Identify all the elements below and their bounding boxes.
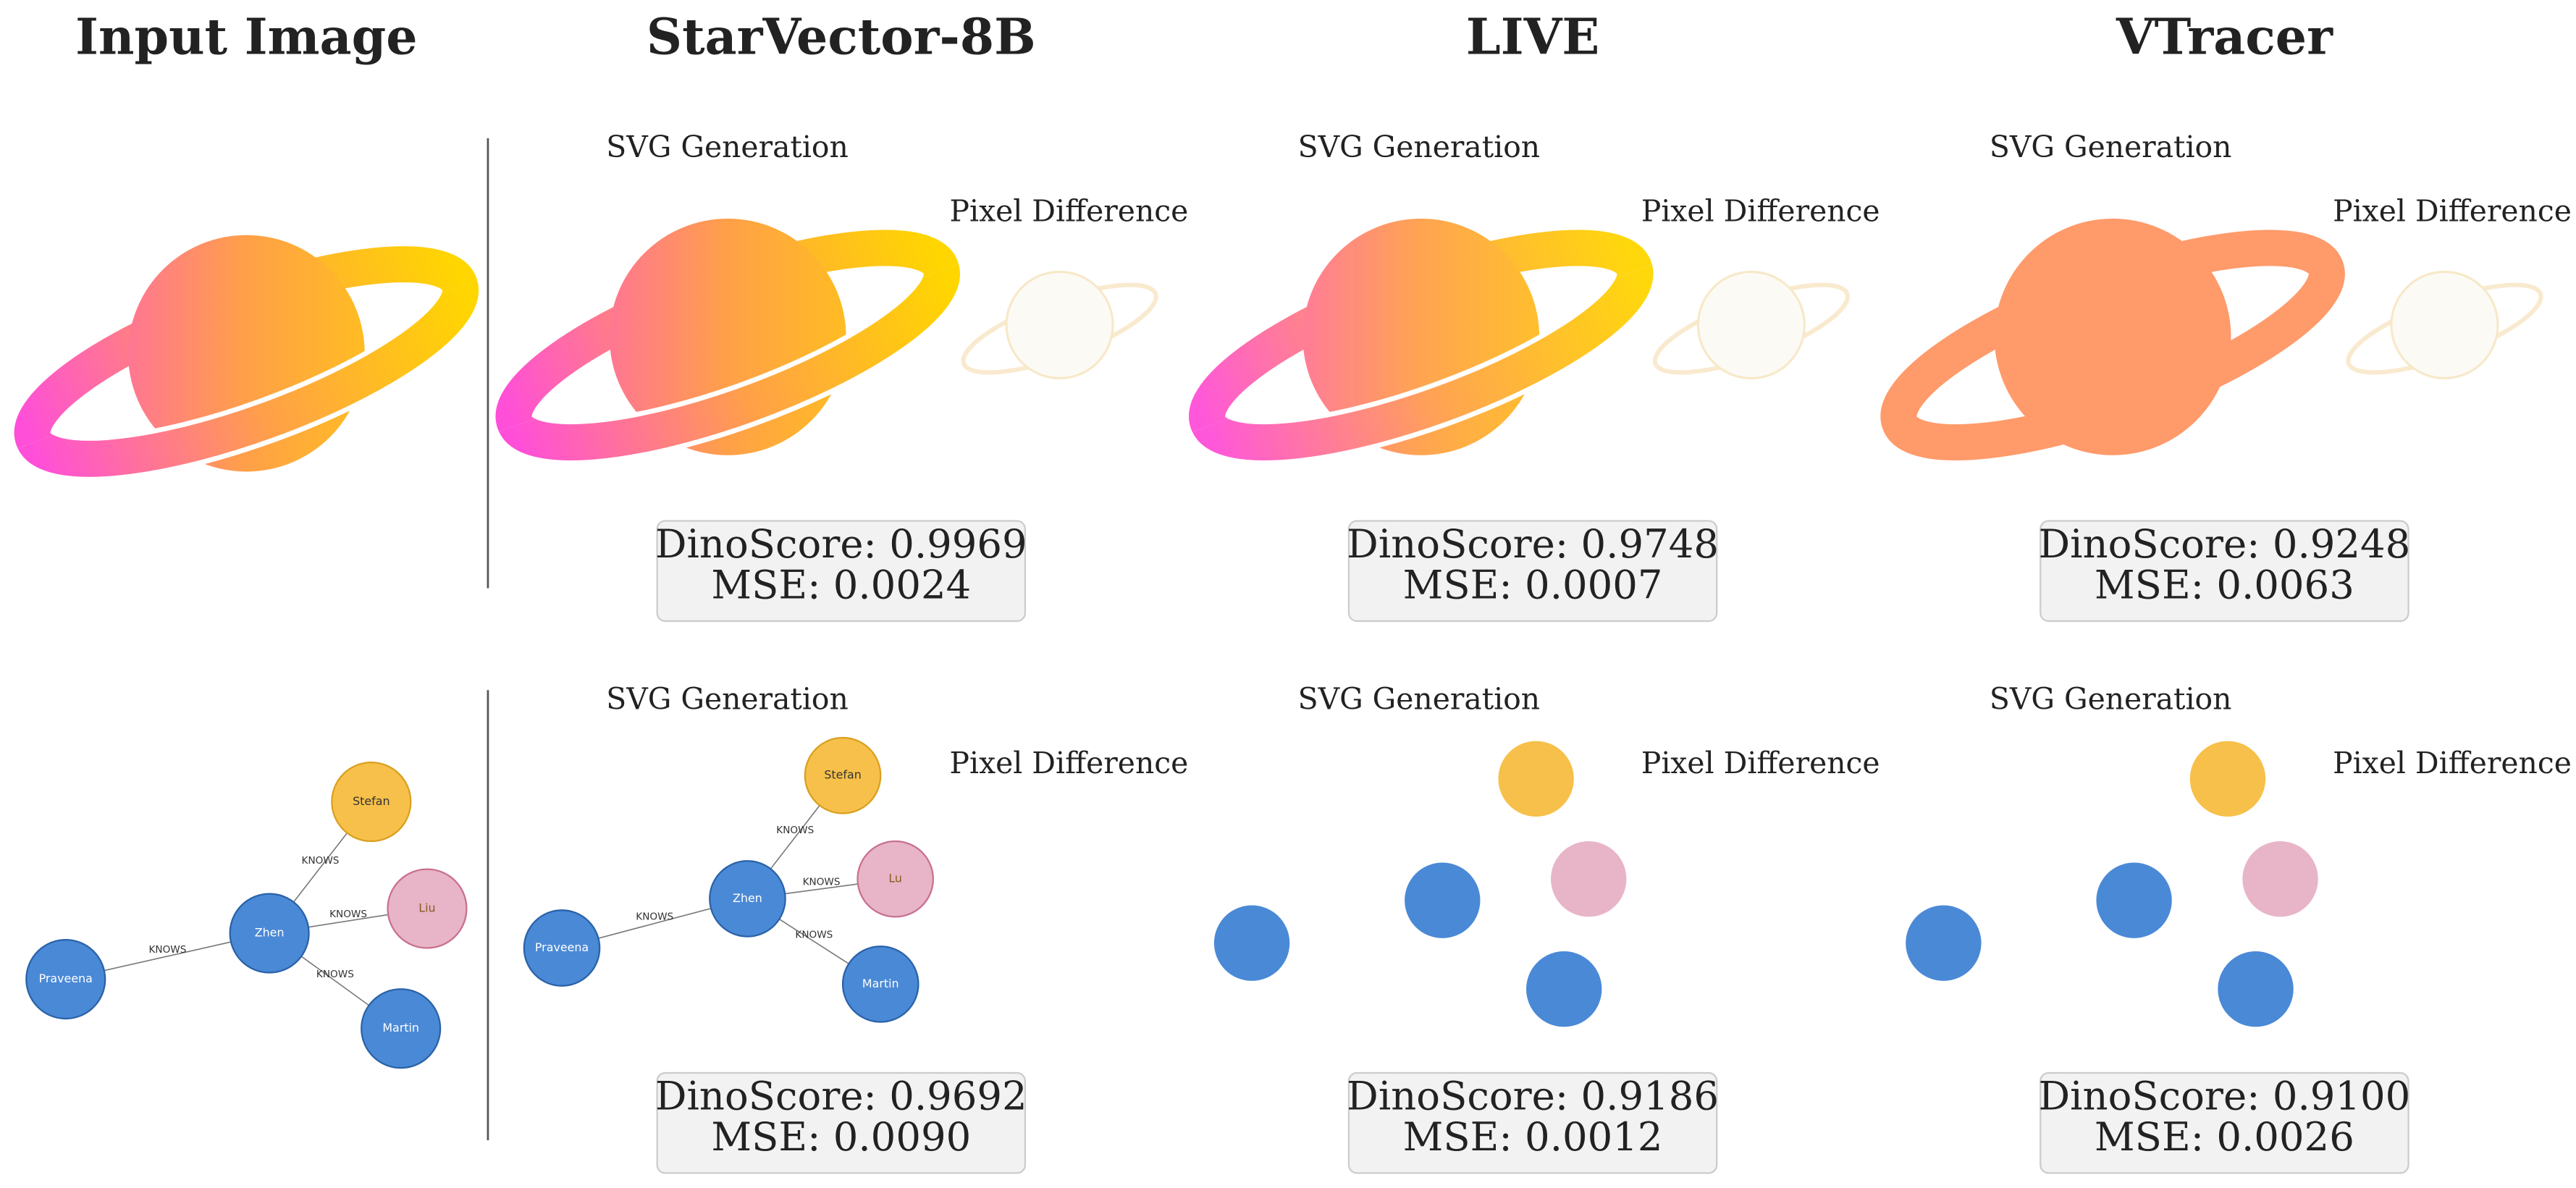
edge-label: KNOWS — [148, 944, 186, 956]
edge-label: KNOWS — [636, 911, 673, 922]
score-box — [1347, 1071, 1718, 1174]
node — [229, 893, 310, 974]
column-title: LIVE — [1466, 8, 1599, 66]
column-title: StarVector-8B — [647, 8, 1036, 66]
panel-label: SVG Generation — [1298, 682, 1540, 717]
layout — [12, 138, 2551, 1140]
node — [361, 988, 442, 1069]
panel-label: Pixel Difference — [2333, 194, 2572, 229]
mse-score: MSE: 0.0007 — [1403, 562, 1663, 608]
node — [331, 761, 412, 843]
dino-score: DinoScore: 0.9969 — [655, 521, 1027, 567]
edge-label: KNOWS — [316, 969, 354, 980]
node — [804, 736, 882, 814]
node-shape — [1498, 741, 1574, 817]
score-box — [1347, 520, 1718, 623]
node-label: Zhen — [733, 891, 762, 905]
node-shape — [1405, 862, 1481, 938]
panel-label: SVG Generation — [1990, 682, 2231, 717]
column-title: Input Image — [75, 8, 417, 66]
edge-label: KNOWS — [776, 825, 814, 836]
edge-label: KNOWS — [329, 909, 367, 920]
mse-score: MSE: 0.0090 — [711, 1113, 971, 1160]
node — [387, 868, 468, 949]
node-label: Praveena — [535, 940, 589, 954]
dino-score: DinoScore: 0.9186 — [1347, 1072, 1719, 1119]
node-shape — [2096, 862, 2172, 938]
node-shape — [2218, 951, 2294, 1027]
graph: KNOWS KNOWS KNOWS KNOWS Stefan Zhen Liu Praveen… — [25, 761, 468, 1069]
dino-score: DinoScore: 0.9748 — [1347, 521, 1719, 567]
mse-score: MSE: 0.0012 — [1403, 1113, 1663, 1160]
node-shape — [2242, 841, 2318, 917]
node — [25, 939, 106, 1020]
mse-score: MSE: 0.0063 — [2095, 562, 2354, 608]
node-label: Zhen — [255, 926, 285, 940]
panel-label: SVG Generation — [606, 682, 848, 717]
score-box — [656, 520, 1027, 623]
dino-score: DinoScore: 0.9100 — [2038, 1072, 2410, 1119]
edge-label: KNOWS — [795, 929, 833, 940]
node-label: Praveena — [39, 972, 93, 985]
panel-label: Pixel Difference — [950, 746, 1189, 780]
column-title: VTracer — [2116, 8, 2333, 66]
node — [841, 945, 919, 1023]
edge-label: KNOWS — [302, 855, 340, 867]
panel-label: Pixel Difference — [950, 194, 1189, 229]
score-box — [2040, 1071, 2409, 1174]
mse-score: MSE: 0.0026 — [2095, 1113, 2354, 1160]
node-shape — [2189, 741, 2266, 817]
panel-label: SVG Generation — [1298, 130, 1540, 164]
panel-label: Pixel Difference — [2333, 746, 2572, 780]
score-box — [656, 1071, 1027, 1174]
node-shape — [1526, 951, 1602, 1027]
score-box — [2040, 520, 2409, 623]
node-shape — [1213, 905, 1290, 981]
node-shape — [1906, 905, 1982, 981]
node-label: Stefan — [353, 794, 390, 808]
graph: KNOWS KNOWS KNOWS KNOWS Stefan Zhen Lu Praveena… — [523, 736, 935, 1023]
node-label: Martin — [382, 1021, 419, 1035]
mse-score: MSE: 0.0024 — [711, 562, 971, 608]
node — [856, 840, 935, 918]
node-label: Martin — [862, 977, 899, 990]
panel-label: SVG Generation — [1990, 130, 2231, 164]
node — [709, 860, 786, 938]
panel-label: Pixel Difference — [1641, 194, 1880, 229]
dino-score: DinoScore: 0.9692 — [655, 1072, 1027, 1119]
panel-label: Pixel Difference — [1641, 746, 1880, 780]
node-shape — [1551, 841, 1627, 917]
dino-score: DinoScore: 0.9248 — [2038, 521, 2410, 567]
panel-label: SVG Generation — [606, 130, 848, 164]
node-label: Liu — [418, 901, 435, 915]
node-label: Lu — [888, 872, 902, 885]
node-label: Stefan — [824, 768, 861, 782]
edge-label: KNOWS — [803, 877, 841, 888]
node — [523, 909, 601, 987]
